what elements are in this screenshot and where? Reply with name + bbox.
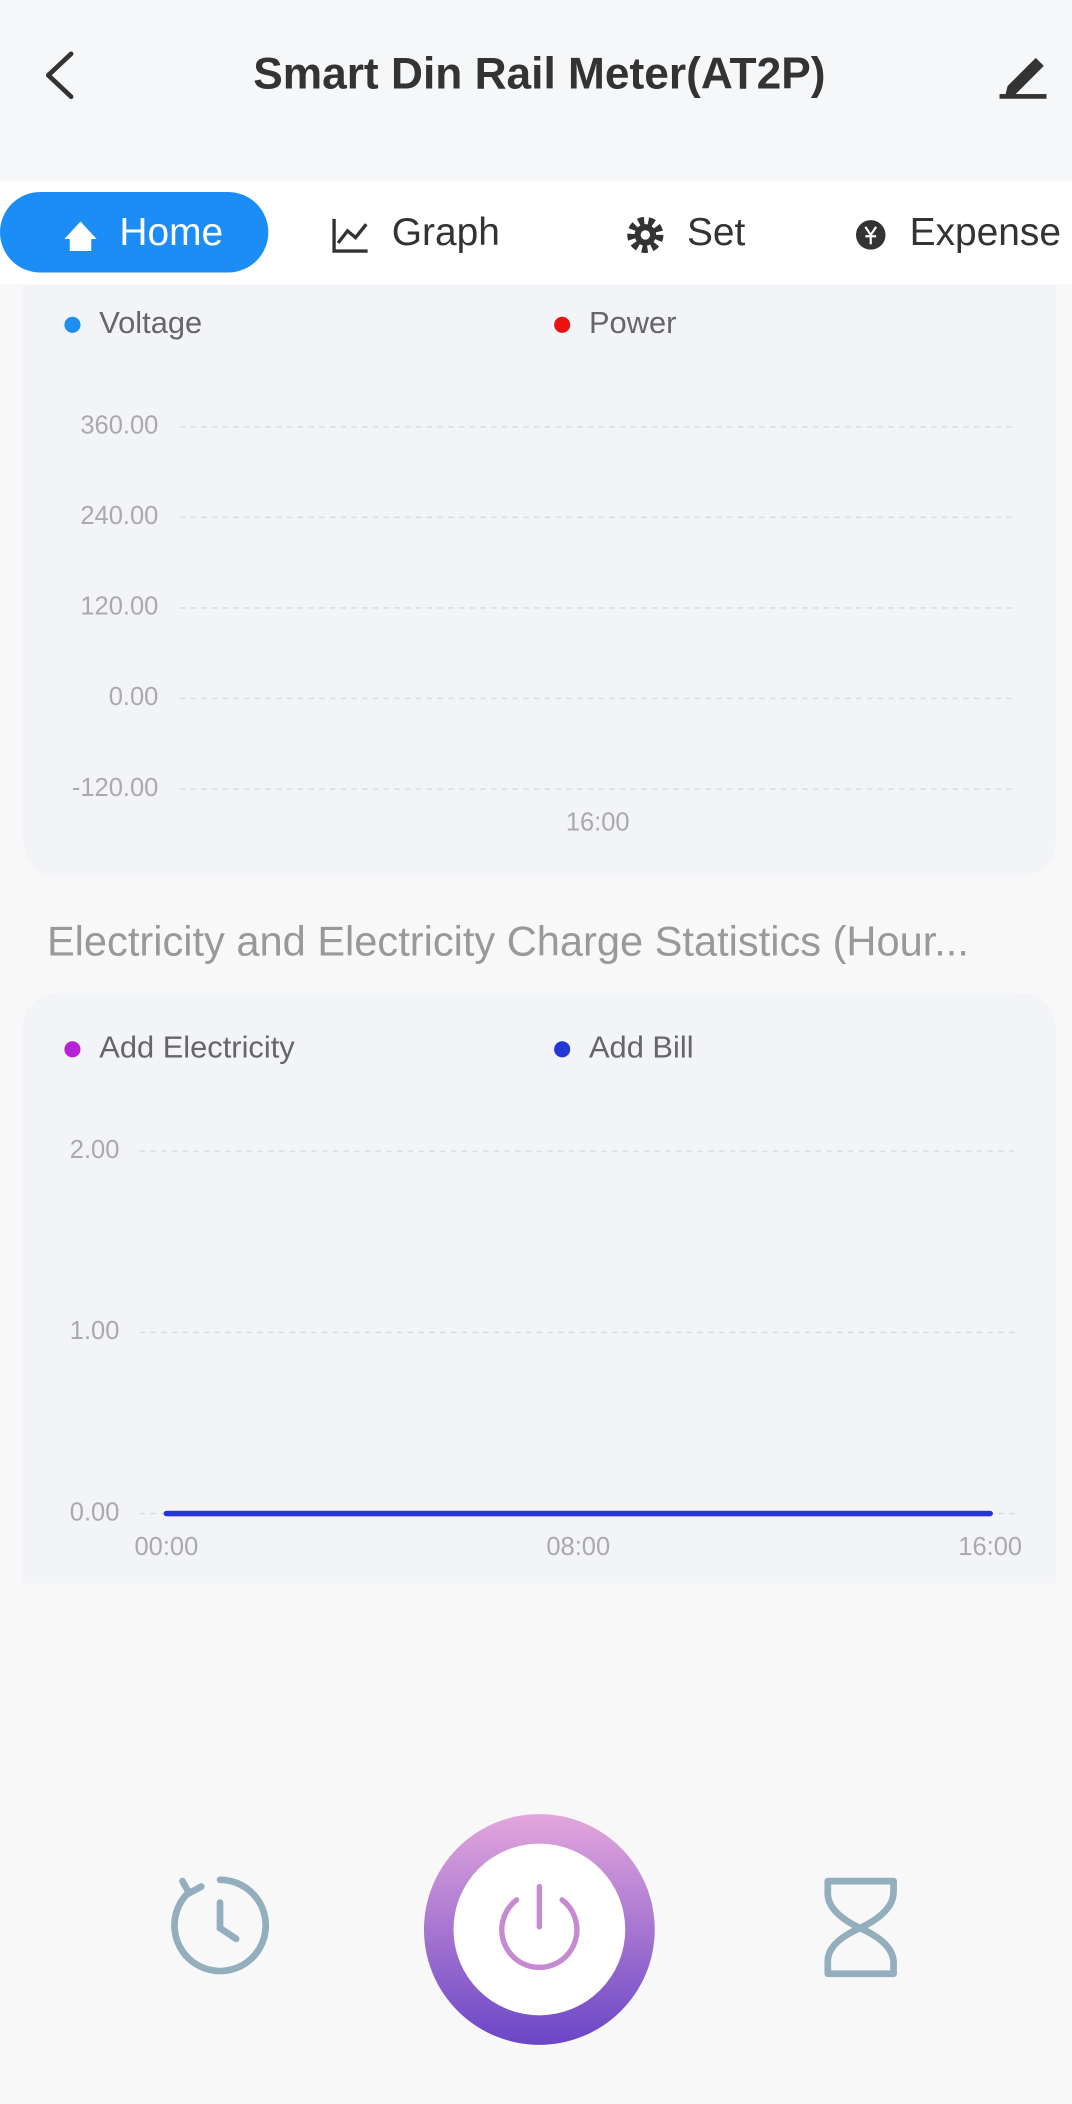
header-bg [0, 0, 1072, 182]
chart: Add Electricity Add Bill 0.00 1.00 2.00 00:00… [64, 1029, 1022, 1561]
edit-button[interactable] [999, 57, 1047, 99]
tab-label: Expense [910, 211, 1061, 254]
y-tick-label: 0.00 [70, 1498, 120, 1526]
legend-label: Power [589, 305, 676, 340]
tab-label: Graph [392, 211, 500, 254]
chart-title: Electricity and Electricity Charge Stati… [47, 918, 969, 965]
tab-active-bg [0, 191, 269, 273]
x-tick-label: 00:00 [134, 1533, 198, 1561]
x-tick-label: 16:00 [566, 809, 630, 837]
legend-marker [554, 316, 571, 333]
page-title: Smart Din Rail Meter(AT2P) [253, 49, 825, 98]
y-tick-label: 360.00 [80, 412, 158, 440]
x-tick-label: 16:00 [958, 1533, 1022, 1561]
legend-marker [554, 1041, 571, 1058]
tab-label: Home [119, 211, 223, 254]
y-tick-label: 240.00 [80, 502, 158, 530]
y-tick-label: 120.00 [80, 593, 158, 621]
back-button[interactable] [45, 51, 74, 100]
tab-label: Set [687, 211, 746, 254]
legend-marker [64, 1041, 81, 1058]
legend-marker [64, 316, 81, 333]
y-tick-label: 0.00 [109, 683, 159, 711]
schedule-button[interactable] [171, 1876, 270, 1975]
chart-card [22, 992, 1056, 1584]
chart: Voltage Power -120.00 0.00 120.00 240.00 360.0… [64, 305, 1016, 837]
tab-set[interactable]: Set [627, 211, 746, 254]
tab-home[interactable]: Home [64, 211, 223, 254]
y-tick-label: 2.00 [70, 1136, 120, 1164]
x-tick-label: 08:00 [546, 1533, 610, 1561]
legend-label: Add Electricity [99, 1029, 295, 1064]
timer-button[interactable] [824, 1877, 897, 1978]
legend-label: Voltage [99, 305, 202, 340]
power-button[interactable] [423, 1814, 655, 2045]
legend-label: Add Bill [589, 1029, 694, 1064]
tab-expense[interactable]: Expense [855, 211, 1061, 254]
y-tick-label: 1.00 [70, 1317, 120, 1345]
chart-card [22, 284, 1056, 877]
tab-graph[interactable]: Graph [332, 211, 500, 254]
y-tick-label: -120.00 [72, 774, 158, 802]
